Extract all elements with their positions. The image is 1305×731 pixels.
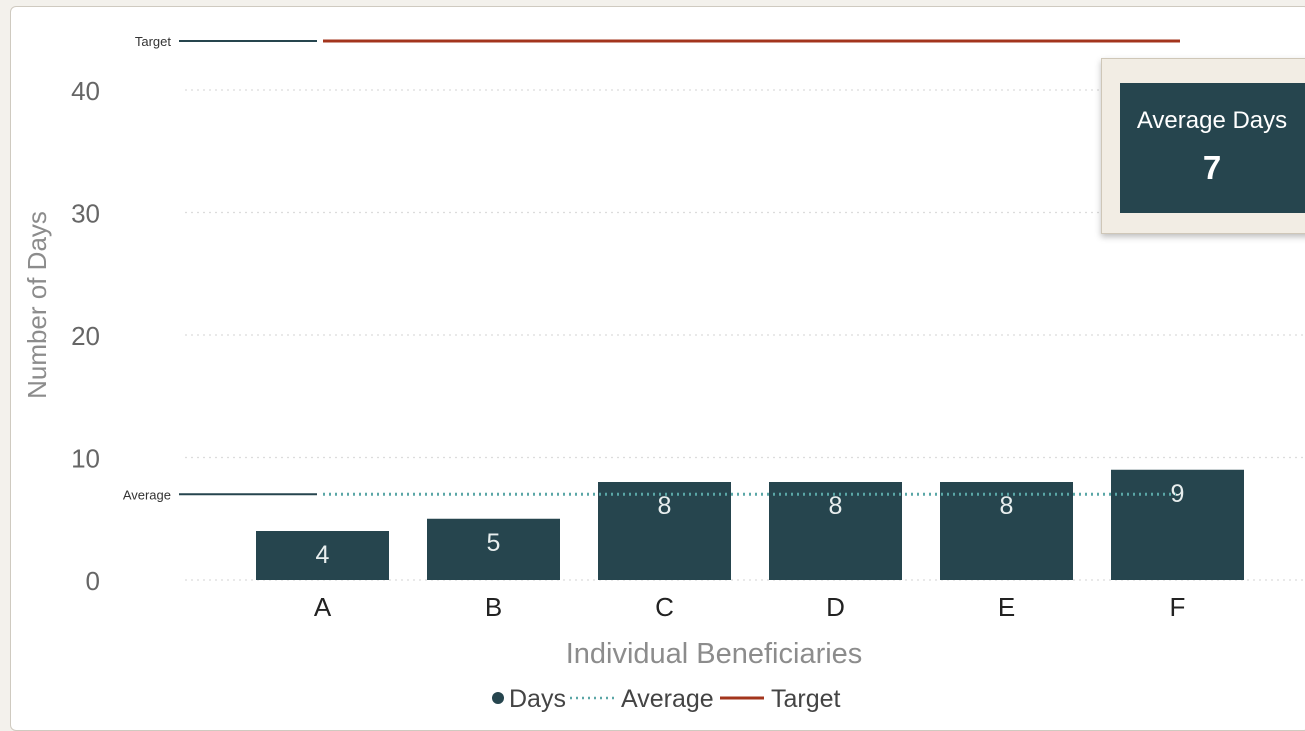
y-tick-label: 0 [86, 566, 100, 596]
kpi-card: Average Days 7 [1101, 58, 1305, 234]
bar [598, 482, 731, 580]
x-tick-label: B [485, 592, 502, 622]
y-tick-label: 20 [71, 321, 100, 351]
reference-lines: Average Target [123, 34, 1180, 502]
bar-value-label: 8 [658, 492, 672, 520]
bar-value-label: 8 [829, 492, 843, 520]
x-tick-label: F [1170, 592, 1186, 622]
chart-panel [10, 6, 1305, 731]
kpi-value: 7 [1202, 149, 1222, 186]
y-tick-label: 40 [71, 76, 100, 106]
bars: 4 5 8 8 8 9 [256, 469, 1244, 580]
bar [940, 482, 1073, 580]
legend-average-label: Average [621, 685, 714, 713]
legend-days-marker [492, 692, 504, 704]
bar-value-label: 4 [316, 541, 330, 569]
x-tick-label: A [314, 592, 332, 622]
bar [256, 531, 389, 580]
y-tick-label: 30 [71, 199, 100, 229]
bar-value-label: 9 [1171, 480, 1185, 508]
y-axis-ticks: 0 10 20 30 40 [71, 76, 100, 596]
bar [1111, 469, 1244, 580]
x-tick-label: C [655, 592, 674, 622]
bar [769, 482, 902, 580]
legend-target-label: Target [771, 685, 841, 713]
x-tick-label: D [826, 592, 845, 622]
legend-days-label: Days [509, 685, 566, 713]
bar-value-label: 8 [1000, 492, 1014, 520]
x-tick-label: E [998, 592, 1015, 622]
legend[interactable]: Days Average Target [492, 685, 841, 713]
target-line-label: Target [135, 34, 172, 49]
bar-value-label: 5 [487, 529, 501, 557]
x-axis-label: Individual Beneficiaries [566, 638, 863, 670]
y-tick-label: 10 [71, 444, 100, 474]
average-line-label: Average [123, 487, 171, 502]
bar [427, 518, 560, 580]
y-axis-label: Number of Days [22, 211, 52, 399]
kpi-card-inner: Average Days 7 [1120, 83, 1305, 213]
x-axis-ticks: A B C D E F [314, 592, 1186, 622]
kpi-label: Average Days [1136, 107, 1288, 134]
